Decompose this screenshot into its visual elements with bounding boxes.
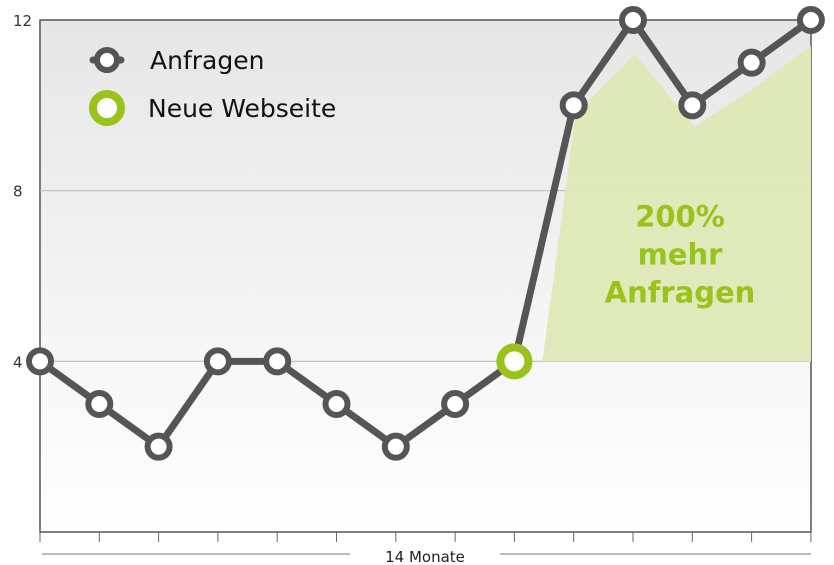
data-point: [619, 6, 647, 34]
y-axis-ticks: 4 8 12: [13, 12, 32, 371]
series-line: [36, 16, 815, 451]
y-tick-label-8: 8: [13, 183, 23, 201]
data-point: [26, 347, 54, 376]
x-axis-label: 14 Monate: [385, 548, 465, 565]
annotation-line-2: mehr: [638, 238, 724, 272]
annotation-line-1: 200%: [635, 200, 725, 234]
x-axis-ticks: [39, 532, 812, 542]
annotation: 200% mehr Anfragen: [605, 200, 756, 310]
legend-label-neue-webseite: Neue Webseite: [148, 94, 336, 123]
growth-area-fill: [542, 45, 811, 362]
data-point: [678, 91, 707, 120]
data-point: [263, 347, 292, 376]
data-point: [203, 347, 232, 376]
legend: Anfragen Neue Webseite: [89, 46, 336, 126]
data-point: [441, 390, 470, 418]
y-tick-label-4: 4: [13, 353, 23, 371]
y-tick-label-12: 12: [13, 12, 32, 30]
series-points: [26, 6, 825, 461]
legend-label-anfragen: Anfragen: [150, 46, 264, 75]
data-point: [322, 390, 351, 418]
annotation-line-3: Anfragen: [605, 276, 756, 310]
legend-marker-neue-webseite-icon: [89, 90, 125, 126]
data-point: [737, 48, 766, 77]
data-point: [559, 91, 588, 120]
data-point-neue-webseite: [496, 343, 533, 380]
x-axis-label-group: 14 Monate: [42, 548, 811, 565]
data-point: [85, 390, 114, 418]
data-point: [144, 432, 173, 461]
growth-area: [542, 45, 811, 362]
data-point: [381, 432, 410, 461]
data-point: [796, 6, 825, 34]
legend-marker-anfragen-icon: [94, 47, 120, 73]
series-line-anfragen: [36, 16, 815, 451]
